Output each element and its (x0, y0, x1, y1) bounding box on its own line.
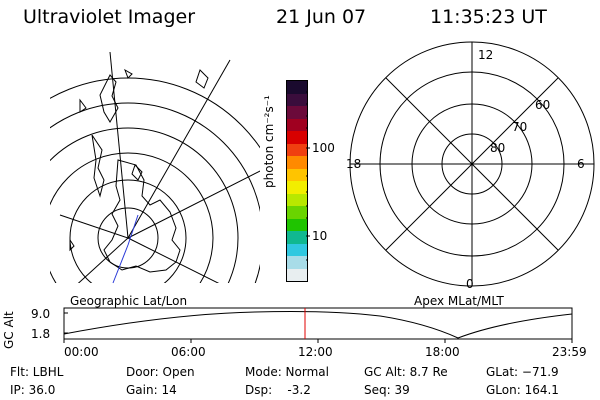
altitude-ylabel: GC Alt (2, 311, 16, 349)
mlt-12-label: 12 (478, 48, 494, 62)
colorbar-swatch (287, 181, 307, 194)
x-tick-1200: 12:00 (298, 345, 333, 359)
door-info: Door: Open (126, 365, 195, 379)
filter-info: Flt: LBHL (10, 365, 64, 379)
altitude-y-top: 9.0 (31, 307, 51, 321)
polar-plot-label: Apex MLat/MLT (414, 294, 504, 308)
colorbar-tick-100: 100 (312, 141, 335, 155)
glon-info: GLon: 164.1 (486, 383, 559, 397)
colorbar-swatch (287, 81, 307, 94)
altitude-y-bottom: 1.8 (31, 327, 51, 341)
colorbar-swatch (287, 93, 307, 106)
x-tick-2359: 23:59 (552, 345, 587, 359)
colorbar-swatch (287, 131, 307, 144)
time-label: 11:35:23 UT (430, 6, 547, 28)
x-tick-0000: 00:00 (64, 345, 99, 359)
colorbar-swatch (287, 156, 307, 169)
geo-map-label: Geographic Lat/Lon (70, 294, 188, 308)
mlt-0-label: 0 (466, 277, 474, 291)
colorbar-swatch (287, 143, 307, 156)
color-scale-bar (286, 80, 308, 282)
colorbar-swatch (287, 256, 307, 269)
mlt-18-label: 18 (346, 157, 362, 171)
ip-info: IP: 36.0 (10, 383, 56, 397)
gain-info: Gain: 14 (126, 383, 177, 397)
colorbar-swatch (287, 206, 307, 219)
colorbar-swatch (287, 193, 307, 206)
date-label: 21 Jun 07 (276, 6, 367, 28)
mlat-80-label: 80 (490, 141, 506, 155)
x-tick-0600: 06:00 (171, 345, 206, 359)
colorbar-unit-label: photon cm⁻²s⁻¹ (262, 95, 276, 188)
colorbar-swatch (287, 268, 307, 281)
x-tick-1800: 18:00 (425, 345, 460, 359)
colorbar-swatch (287, 231, 307, 244)
gc-alt-info: GC Alt: 8.7 Re (364, 365, 448, 379)
seq-info: Seq: 39 (364, 383, 410, 397)
mlat-70-label: 70 (512, 120, 528, 134)
colorbar-swatch (287, 118, 307, 131)
mode-info: Mode: Normal (245, 365, 329, 379)
dsp-info: Dsp: -3.2 (245, 383, 311, 397)
colorbar-swatch (287, 106, 307, 119)
glat-info: GLat: −71.9 (486, 365, 559, 379)
mlat-60-label: 60 (535, 98, 551, 112)
colorbar-swatch (287, 218, 307, 231)
mlt-6-label: 6 (577, 157, 585, 171)
colorbar-tick-10: 10 (312, 229, 328, 243)
colorbar-swatch (287, 168, 307, 181)
instrument-title: Ultraviolet Imager (23, 6, 196, 28)
colorbar-swatch (287, 243, 307, 256)
